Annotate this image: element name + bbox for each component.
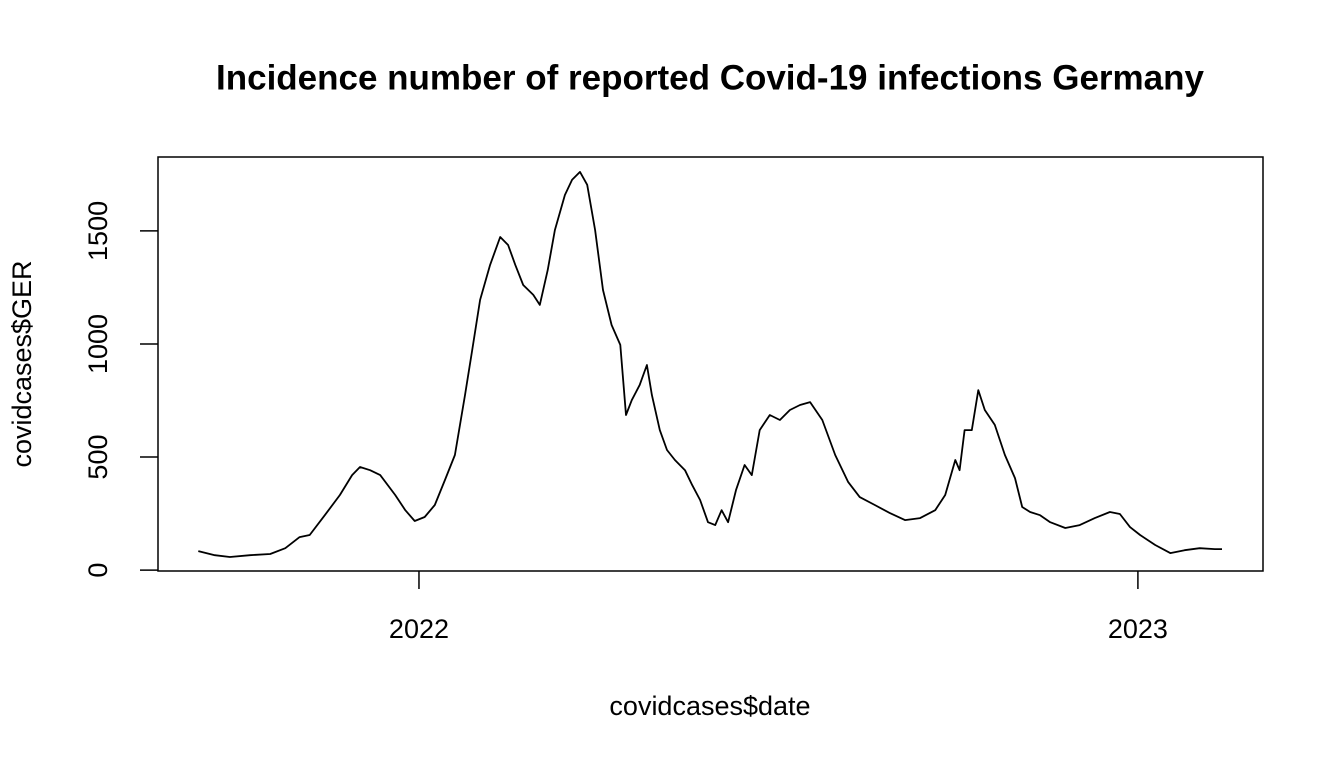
data-line bbox=[198, 171, 1222, 558]
y-tick-label: 500 bbox=[83, 435, 113, 480]
chart-title: Incidence number of reported Covid-19 in… bbox=[216, 58, 1205, 97]
y-tick-label: 1500 bbox=[83, 201, 113, 261]
x-axis-label: covidcases$date bbox=[609, 691, 810, 721]
x-tick-label: 2022 bbox=[389, 614, 449, 644]
plot-box bbox=[157, 156, 1264, 572]
y-tick-label: 1000 bbox=[83, 314, 113, 374]
x-tick-label: 2023 bbox=[1108, 614, 1168, 644]
y-axis-label: covidcases$GER bbox=[7, 260, 37, 467]
y-tick-label: 0 bbox=[83, 563, 113, 578]
